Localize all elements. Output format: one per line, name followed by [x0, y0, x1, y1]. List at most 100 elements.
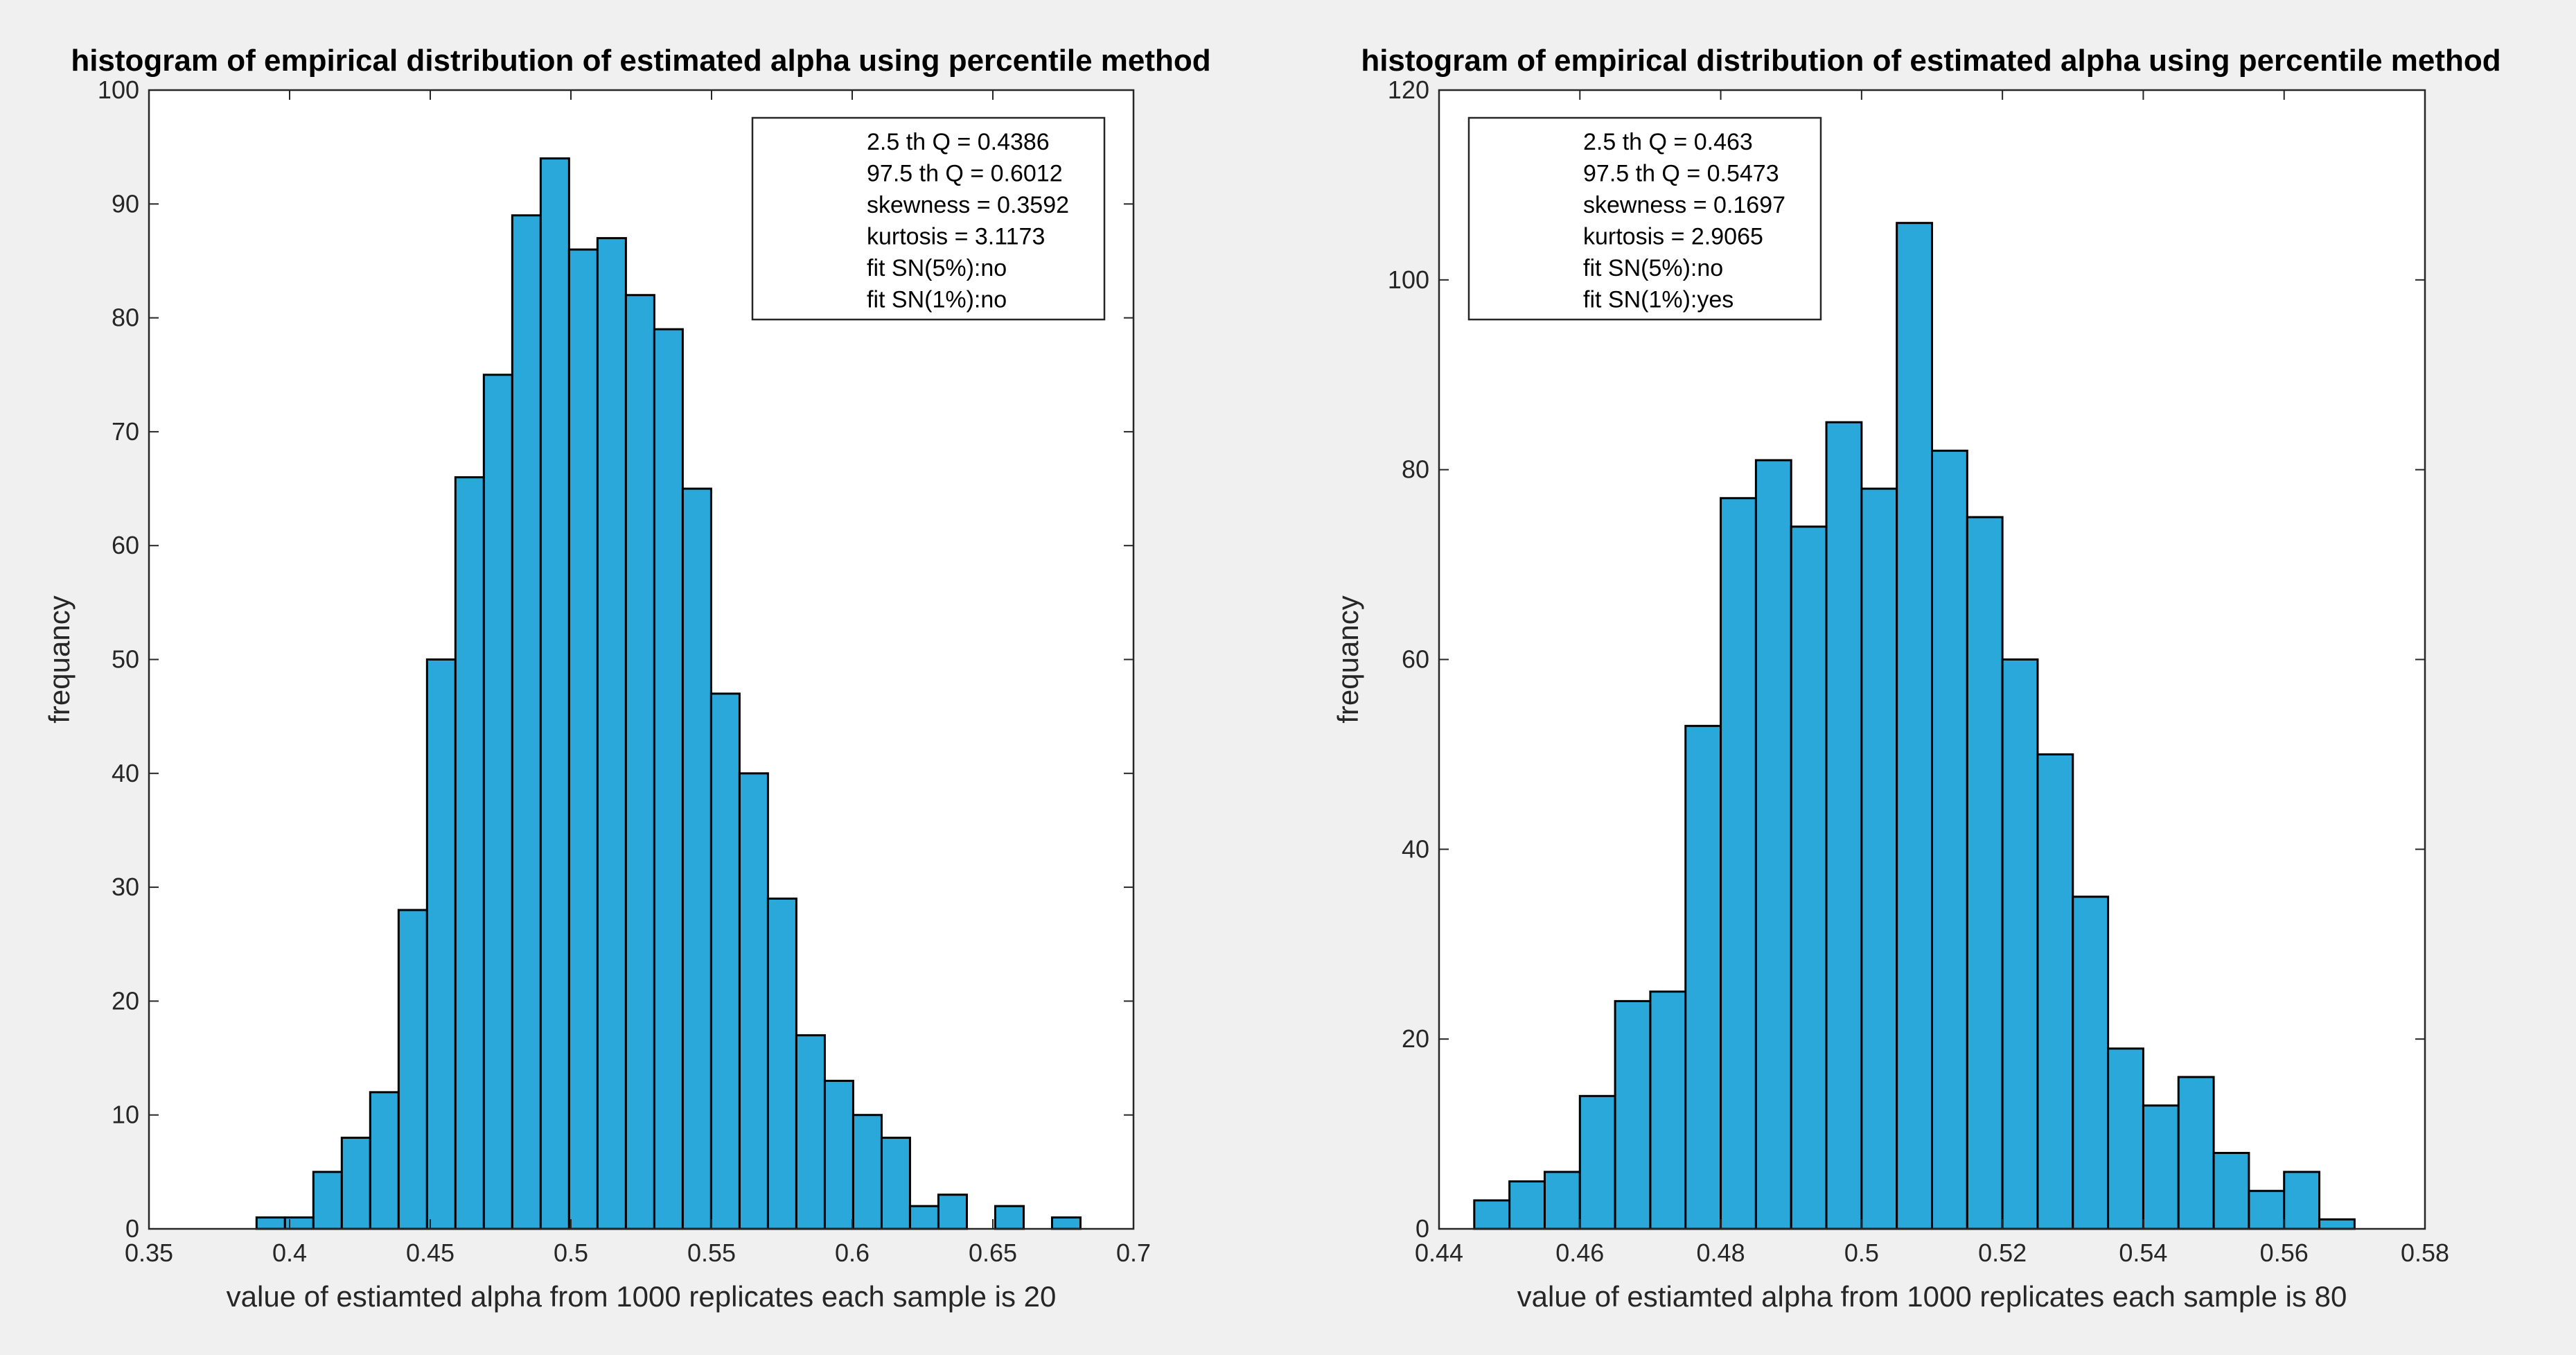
histogram-bar — [596, 237, 627, 1230]
histogram-bar — [937, 1194, 968, 1230]
x-tick-label: 0.55 — [687, 1239, 736, 1267]
histogram-bar — [908, 1205, 939, 1230]
histogram-bar — [1050, 1216, 1082, 1230]
histogram-bar — [852, 1114, 883, 1230]
histogram-bar — [2001, 658, 2039, 1230]
histogram-bar — [2107, 1047, 2144, 1230]
x-tick-label: 0.6 — [835, 1239, 870, 1267]
histogram-bar — [255, 1216, 286, 1230]
histogram-bar — [624, 294, 655, 1230]
legend-entry: 2.5 th Q = 0.463 — [1583, 129, 1753, 155]
y-tick-label: 120 — [1388, 76, 1429, 104]
histogram-bar — [1684, 724, 1722, 1230]
legend-entry: skewness = 0.3592 — [867, 192, 1069, 218]
y-tick-label: 50 — [112, 645, 139, 674]
histogram-bar — [823, 1079, 854, 1230]
x-tick-label: 0.52 — [1978, 1239, 2027, 1267]
histogram-bar — [2283, 1171, 2321, 1230]
histogram-bar — [795, 1034, 826, 1230]
histogram-bar — [681, 487, 712, 1230]
histogram-bar — [1896, 222, 1933, 1230]
y-tick-label: 100 — [98, 76, 139, 104]
y-tick-label: 10 — [112, 1101, 139, 1129]
x-tick-label: 0.56 — [2260, 1239, 2309, 1267]
x-tick-label: 0.54 — [2119, 1239, 2167, 1267]
x-tick-label: 0.44 — [1415, 1239, 1463, 1267]
histogram-bar — [312, 1171, 343, 1230]
y-tick-label: 60 — [1402, 645, 1429, 674]
legend-entry: 97.5 th Q = 0.5473 — [1583, 161, 1779, 187]
x-tick-label: 0.48 — [1697, 1239, 1745, 1267]
legend: 2.5 th Q = 0.463 97.5 th Q = 0.5473 skewne… — [1467, 116, 1822, 321]
histogram-bar — [2142, 1104, 2180, 1230]
histogram-bar — [1825, 421, 1863, 1230]
chart-title: histogram of empirical distribution of e… — [1361, 44, 2500, 78]
histogram-bar — [482, 374, 513, 1230]
x-tick-label: 0.65 — [969, 1239, 1017, 1267]
histogram-bar — [994, 1205, 1025, 1230]
histogram-bar — [369, 1091, 400, 1230]
x-tick-label: 0.58 — [2401, 1239, 2449, 1267]
legend-entry: kurtosis = 2.9065 — [1583, 224, 1763, 250]
histogram-bar — [2248, 1189, 2286, 1230]
histogram-bar — [1649, 990, 1687, 1230]
histogram-bar — [880, 1137, 911, 1230]
histogram-bar — [511, 214, 542, 1230]
x-tick-label: 0.45 — [406, 1239, 455, 1267]
y-tick-label: 20 — [1402, 1024, 1429, 1053]
y-tick-label: 0 — [125, 1214, 139, 1243]
legend-entry: 2.5 th Q = 0.4386 — [867, 129, 1050, 155]
histogram-bar — [1543, 1171, 1581, 1230]
histogram-bar — [539, 157, 570, 1230]
histogram-bar — [1720, 497, 1757, 1230]
histogram-bar — [1860, 487, 1898, 1230]
y-axis-label: frequancy — [1332, 595, 1364, 723]
y-tick-label: 70 — [112, 417, 139, 446]
histogram-bar — [738, 772, 769, 1230]
legend-box — [751, 116, 1106, 321]
histogram-bar — [1754, 459, 1792, 1230]
histogram-bar — [709, 692, 741, 1230]
histogram-bar — [1790, 525, 1828, 1230]
x-tick-label: 0.35 — [125, 1239, 173, 1267]
right-histogram-panel: 0.44 0.46 0.48 0.5 0.52 0.54 0.56 0.58 0 20 40 60 80… — [1332, 44, 2501, 1313]
y-tick-label: 80 — [112, 304, 139, 332]
y-axis-label: frequancy — [43, 595, 76, 723]
chart-title: histogram of empirical distribution of e… — [71, 44, 1210, 78]
legend-box — [1467, 116, 1822, 321]
legend-entry: fit SN(1%):no — [867, 287, 1007, 313]
histogram-bar — [1473, 1199, 1511, 1230]
histogram-bar — [1931, 449, 1968, 1230]
histogram-bar — [766, 898, 797, 1230]
y-tick-label: 80 — [1402, 455, 1429, 484]
y-tick-label: 20 — [112, 986, 139, 1015]
histogram-bar — [2036, 753, 2074, 1230]
legend-entry: skewness = 0.1697 — [1583, 192, 1785, 218]
histogram-bar — [2177, 1076, 2215, 1230]
x-tick-label: 0.5 — [554, 1239, 588, 1267]
histogram-bar — [397, 909, 428, 1230]
histogram-bar — [2072, 895, 2110, 1230]
histogram-bar — [340, 1137, 371, 1230]
x-axis-label: value of estiamted alpha from 1000 repli… — [227, 1280, 1057, 1313]
histogram-bar — [567, 248, 599, 1230]
legend-entry: 97.5 th Q = 0.6012 — [867, 161, 1063, 187]
legend-entry: fit SN(1%):yes — [1583, 287, 1733, 313]
legend: 2.5 th Q = 0.4386 97.5 th Q = 0.6012 skewn… — [751, 116, 1106, 321]
y-tick-label: 60 — [112, 531, 139, 559]
legend-entry: fit SN(5%):no — [867, 255, 1007, 281]
histogram-bar — [425, 658, 457, 1230]
histogram-bar — [1966, 516, 2004, 1230]
x-tick-label: 0.5 — [1844, 1239, 1879, 1267]
histogram-bar — [1578, 1094, 1616, 1230]
legend-entry: fit SN(5%):no — [1583, 255, 1723, 281]
x-axis-label: value of estiamted alpha from 1000 repli… — [1517, 1280, 2347, 1313]
left-histogram-panel: 0.35 0.4 0.45 0.5 0.55 0.6 0.65 0.7 0 10 20 30 40 50 6… — [43, 44, 1211, 1313]
y-tick-label: 40 — [1402, 834, 1429, 863]
y-tick-label: 30 — [112, 873, 139, 901]
x-tick-label: 0.7 — [1116, 1239, 1151, 1267]
x-tick-label: 0.4 — [272, 1239, 307, 1267]
histogram-bar — [1508, 1180, 1546, 1230]
histogram-bar — [653, 328, 684, 1230]
